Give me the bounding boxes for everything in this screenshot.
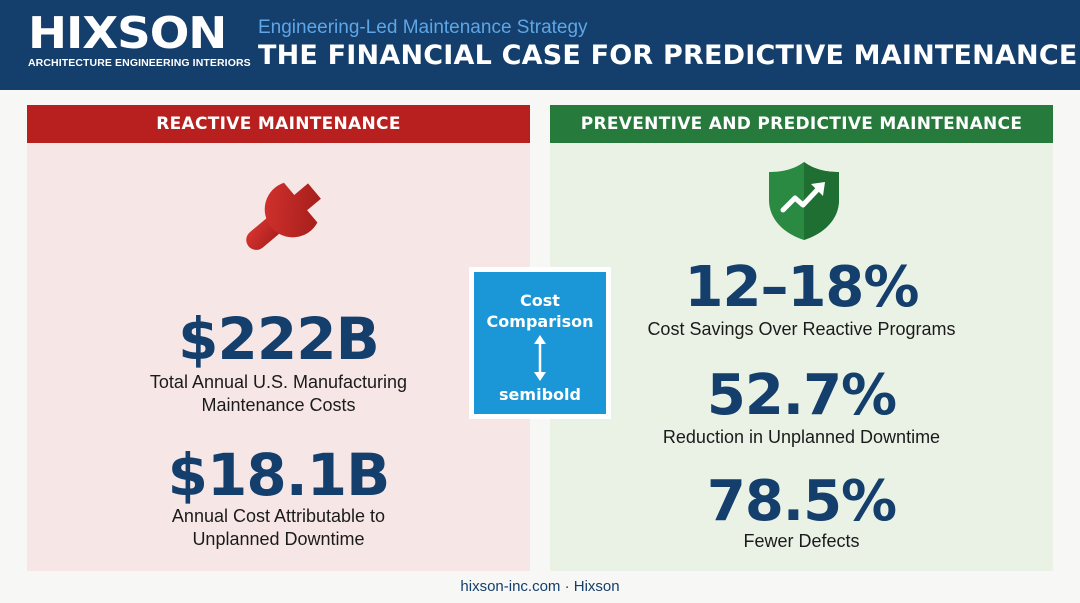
cost-comparison-title: Cost Comparison xyxy=(474,290,606,332)
cost-comparison-inner: Cost Comparison semibold xyxy=(474,272,606,414)
predictive-panel: PREVENTIVE AND PREDICTIVE MAINTENANCE 12… xyxy=(550,105,1053,571)
logo-tagline: ARCHITECTURE ENGINEERING INTERIORS xyxy=(28,57,251,69)
reactive-stat-value-1: $222B xyxy=(178,305,380,373)
predictive-stat-label-3: Fewer Defects xyxy=(743,531,860,551)
wrench-icon xyxy=(246,182,321,250)
footer-credit: hixson-inc.com · Hixson xyxy=(460,578,620,595)
logo-wordmark: HIXSON xyxy=(28,8,227,59)
cost-comparison-note: semibold xyxy=(499,385,581,404)
reactive-heading: REACTIVE MAINTENANCE xyxy=(27,105,530,143)
page-title: THE FINANCIAL CASE FOR PREDICTIVE MAINTE… xyxy=(258,40,1078,71)
predictive-stat-value-3: 78.5% xyxy=(706,469,897,534)
reactive-stat-label-2b: Unplanned Downtime xyxy=(192,529,365,549)
reactive-stat-label-1a: Total Annual U.S. Manufacturing xyxy=(149,372,408,392)
cost-comparison-box: Cost Comparison semibold xyxy=(469,267,611,419)
cost-comparison-title-line2: Comparison xyxy=(486,312,594,331)
predictive-stat-label-2: Reduction in Unplanned Downtime xyxy=(662,427,941,447)
predictive-heading: PREVENTIVE AND PREDICTIVE MAINTENANCE xyxy=(550,105,1053,143)
predictive-stat-value-2: 52.7% xyxy=(706,363,897,428)
predictive-stat-value-1: 12–18% xyxy=(684,255,920,320)
cost-comparison-title-line1: Cost xyxy=(520,291,560,310)
shield-trend-icon xyxy=(769,162,839,240)
reactive-panel: REACTIVE MAINTENANCE $222B Total Annual … xyxy=(27,105,530,571)
predictive-stat-label-1: Cost Savings Over Reactive Programs xyxy=(647,319,956,339)
reactive-stat-label-1b: Maintenance Costs xyxy=(201,395,356,415)
page-subtitle: Engineering-Led Maintenance Strategy xyxy=(258,17,588,38)
double-arrow-icon xyxy=(534,335,546,381)
reactive-stat-value-2: $18.1B xyxy=(167,441,391,509)
reactive-stat-label-2a: Annual Cost Attributable to xyxy=(171,506,386,526)
header-banner: HIXSON ARCHITECTURE ENGINEERING INTERIOR… xyxy=(0,0,1080,90)
